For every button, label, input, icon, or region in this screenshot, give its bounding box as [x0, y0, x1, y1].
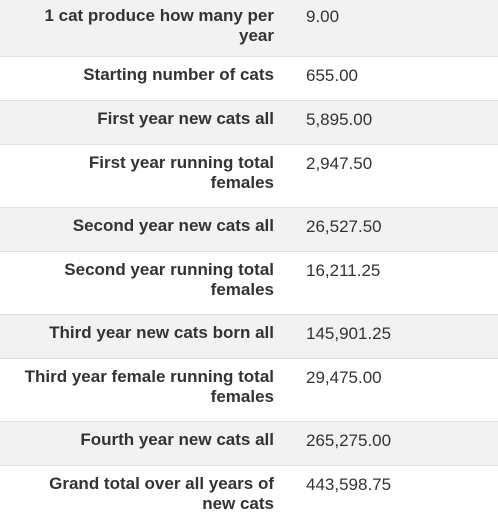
table-row-starting-cats: Starting number of cats 655.00 — [0, 57, 498, 101]
row-label: Starting number of cats — [0, 57, 288, 101]
row-label: Third year new cats born all — [0, 315, 288, 359]
row-value: 16,211.25 — [288, 252, 498, 315]
row-value: 5,895.00 — [288, 101, 498, 145]
table-row-first-year-females: First year running total females 2,947.5… — [0, 145, 498, 208]
row-label: Fourth year new cats all — [0, 422, 288, 466]
row-value: 9.00 — [288, 0, 498, 57]
table-row-first-year-new: First year new cats all 5,895.00 — [0, 101, 498, 145]
table-row-cats-per-year: 1 cat produce how many per year 9.00 — [0, 0, 498, 57]
table-row-third-year-new: Third year new cats born all 145,901.25 — [0, 315, 498, 359]
row-value: 655.00 — [288, 57, 498, 101]
row-label: First year running total females — [0, 145, 288, 208]
row-value: 26,527.50 — [288, 208, 498, 252]
row-value: 29,475.00 — [288, 359, 498, 422]
table-row-grand-total: Grand total over all years of new cats 4… — [0, 466, 498, 528]
row-value: 265,275.00 — [288, 422, 498, 466]
row-label: Second year new cats all — [0, 208, 288, 252]
row-label: Grand total over all years of new cats — [0, 466, 288, 528]
row-label: First year new cats all — [0, 101, 288, 145]
row-label: Second year running total females — [0, 252, 288, 315]
table-row-second-year-new: Second year new cats all 26,527.50 — [0, 208, 498, 252]
row-value: 145,901.25 — [288, 315, 498, 359]
table-row-fourth-year-new: Fourth year new cats all 265,275.00 — [0, 422, 498, 466]
row-label: 1 cat produce how many per year — [0, 0, 288, 57]
row-value: 443,598.75 — [288, 466, 498, 528]
row-label: Third year female running total females — [0, 359, 288, 422]
table-row-second-year-females: Second year running total females 16,211… — [0, 252, 498, 315]
table-row-third-year-females: Third year female running total females … — [0, 359, 498, 422]
row-value: 2,947.50 — [288, 145, 498, 208]
